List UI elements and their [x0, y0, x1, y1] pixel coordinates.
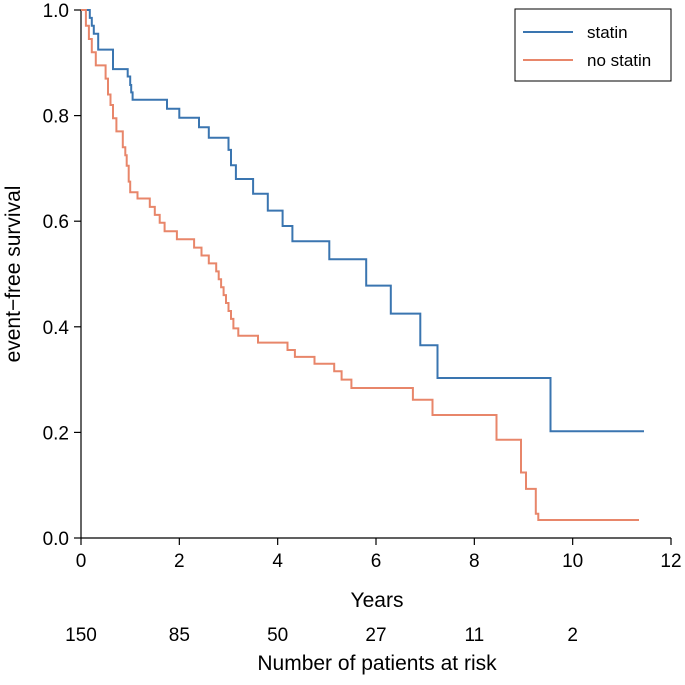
- x-axis-title: Years: [351, 589, 404, 612]
- y-tick-label: 0.0: [43, 529, 69, 550]
- legend: statin no statin: [514, 8, 672, 82]
- y-axis-title: event−free survival: [2, 186, 25, 363]
- risk-count: 11: [464, 625, 484, 646]
- series-line-no-statin: [81, 9, 639, 521]
- risk-count: 27: [365, 625, 386, 646]
- series-line-statin: [81, 9, 644, 433]
- risk-count: 2: [567, 625, 578, 646]
- risk-table: 150 85 50 27 11 2: [65, 625, 578, 646]
- y-tick-label: 0.4: [43, 318, 70, 339]
- x-tick-label: 0: [76, 551, 87, 572]
- y-tick-label: 0.2: [43, 423, 69, 444]
- x-tick-label: 2: [174, 551, 185, 572]
- y-tick-label: 0.6: [43, 212, 69, 233]
- y-axis: 0.0 0.2 0.4 0.6 0.8 1.0: [43, 1, 82, 550]
- x-tick-label: 10: [562, 551, 583, 572]
- x-tick-label: 4: [272, 551, 283, 572]
- risk-count: 150: [65, 625, 97, 646]
- legend-frame: [514, 8, 672, 82]
- x-tick-label: 12: [660, 551, 681, 572]
- legend-label-statin: statin: [587, 23, 628, 42]
- x-tick-label: 8: [469, 551, 480, 572]
- y-tick-label: 1.0: [43, 1, 69, 22]
- risk-table-title: Number of patients at risk: [257, 652, 497, 675]
- risk-count: 85: [169, 625, 190, 646]
- y-tick-label: 0.8: [43, 107, 69, 128]
- plot-lines: [81, 9, 644, 521]
- x-tick-label: 6: [371, 551, 382, 572]
- legend-label-no-statin: no statin: [587, 51, 651, 70]
- x-axis: 0 2 4 6 8 10 12: [76, 537, 682, 572]
- risk-count: 50: [267, 625, 288, 646]
